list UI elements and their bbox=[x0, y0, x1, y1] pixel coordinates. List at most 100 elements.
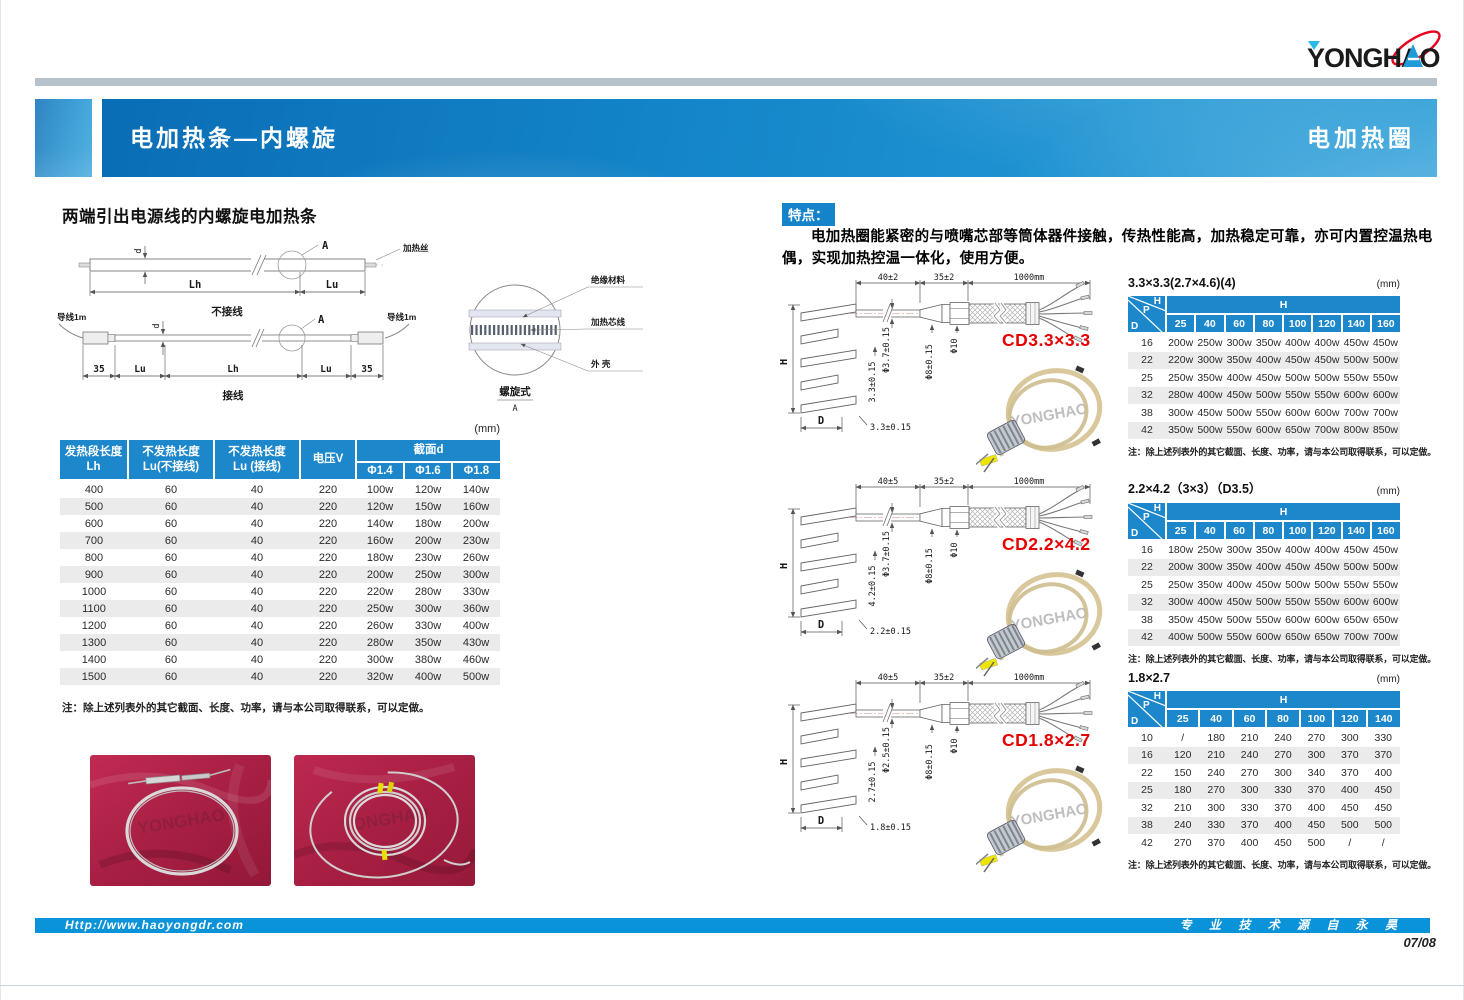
svg-text:Lu: Lu bbox=[134, 364, 145, 375]
svg-text:螺旋式: 螺旋式 bbox=[499, 385, 531, 398]
table-cell: 500w bbox=[1255, 389, 1281, 402]
table-cell: 300 bbox=[1240, 784, 1259, 797]
table-row: 38 350w 450w 500w 550w 600w 600w 650w 650w bbox=[1128, 611, 1400, 629]
table-cell: 650w bbox=[1314, 631, 1340, 644]
svg-text:Lh: Lh bbox=[189, 279, 202, 291]
svg-text:导线1m: 导线1m bbox=[57, 312, 87, 322]
table-cell: 250w bbox=[1168, 371, 1194, 384]
table-cell: 16 bbox=[1141, 543, 1153, 556]
product-photo: YONGHAO bbox=[294, 755, 475, 886]
table-cell: 330 bbox=[1207, 819, 1225, 832]
product-block: 40±2 35±2 1000mm Φ3.7±0.15 3.3±0.15 3.3±… bbox=[780, 270, 1440, 485]
svg-text:A: A bbox=[318, 314, 325, 326]
table-cell: 350w bbox=[1197, 578, 1223, 591]
table-title: 1.8×2.7 bbox=[1128, 671, 1171, 685]
table-cell: 550w bbox=[1314, 389, 1340, 402]
table-cell: 450w bbox=[1226, 389, 1252, 402]
table-cell: 10 bbox=[1141, 731, 1153, 744]
table-cell: 330w bbox=[462, 585, 490, 598]
svg-text:35: 35 bbox=[93, 364, 105, 375]
table-cell: 250w bbox=[1197, 543, 1223, 556]
page-number: 07/08 bbox=[1403, 935, 1436, 950]
table-cell: 1200 bbox=[81, 619, 107, 632]
table-cell: 1100 bbox=[82, 602, 106, 615]
table-cell: 450w bbox=[1197, 406, 1223, 419]
svg-text:Φ3.7±0.15: Φ3.7±0.15 bbox=[882, 327, 892, 373]
table-row: 900 60 40 220 200w 250w 300w bbox=[60, 566, 500, 583]
table-cell: 500w bbox=[1314, 578, 1340, 591]
table-cell: 60 bbox=[164, 483, 178, 496]
table-cell: 400w bbox=[1285, 543, 1311, 556]
table-cell: 400w bbox=[1255, 354, 1281, 367]
table-cell: 600w bbox=[1343, 596, 1369, 609]
column-header: Φ1.4 bbox=[355, 462, 405, 481]
table-cell: 800w bbox=[1343, 424, 1369, 437]
table-cell: 60 bbox=[164, 568, 178, 581]
table-cell: 500w bbox=[1372, 354, 1398, 367]
table-cell: 210 bbox=[1240, 731, 1259, 744]
table-cell: 370 bbox=[1207, 836, 1225, 849]
table-cell: 400w bbox=[1226, 578, 1252, 591]
table-cell: 40 bbox=[250, 483, 264, 496]
table-cell: 200w bbox=[1168, 336, 1194, 349]
svg-text:3.3±0.15: 3.3±0.15 bbox=[868, 362, 878, 403]
table-cell: 280w bbox=[414, 585, 442, 598]
column-header: 140 bbox=[1365, 708, 1400, 729]
table-cell: 460w bbox=[462, 653, 490, 666]
table-cell: 40 bbox=[250, 551, 264, 564]
table-cell: 260w bbox=[462, 551, 490, 564]
table-cell: 60 bbox=[164, 602, 178, 615]
table-cell: 450w bbox=[1372, 336, 1398, 349]
svg-text:D: D bbox=[818, 415, 824, 427]
column-header: 60 bbox=[1231, 708, 1268, 729]
table-cell: 150 bbox=[1173, 766, 1192, 779]
table-cell: 38 bbox=[1141, 613, 1153, 626]
footer-bar: Http://www.haoyongdr.com 专 业 技 术 源 自 永 昊 bbox=[35, 918, 1430, 933]
table-cell: 400 bbox=[1240, 836, 1259, 849]
table-cell: 240 bbox=[1274, 731, 1292, 744]
svg-text:1000mm: 1000mm bbox=[1014, 273, 1045, 283]
table-cell: 650w bbox=[1285, 424, 1311, 437]
table-cell: 300w bbox=[1197, 354, 1223, 367]
svg-text:Lh: Lh bbox=[227, 364, 238, 375]
svg-text:H: H bbox=[780, 563, 790, 569]
table-cell: 400 bbox=[1374, 766, 1393, 779]
table-row: 1400 60 40 220 300w 380w 460w bbox=[60, 651, 500, 668]
table-unit: (mm) bbox=[1376, 279, 1400, 290]
table-cell: 700w bbox=[1372, 631, 1398, 644]
sub-header-row: Φ1.4 Φ1.6 Φ1.8 bbox=[60, 462, 500, 481]
table-cell: 180 bbox=[1173, 784, 1192, 797]
table-cell: 600w bbox=[1372, 596, 1398, 609]
column-header: 80 bbox=[1252, 520, 1285, 541]
column-header: Φ1.8 bbox=[451, 462, 500, 481]
table-cell: 250w bbox=[366, 602, 394, 615]
logo-text: YONGHAO bbox=[1307, 43, 1440, 73]
table-cell: 400w bbox=[1226, 371, 1252, 384]
table-cell: 260w bbox=[366, 619, 394, 632]
column-header: 120 bbox=[1311, 313, 1343, 334]
table-cell: 32 bbox=[1141, 596, 1153, 609]
table-row: 42 400w 500w 550w 600w 650w 650w 700w 700w bbox=[1128, 628, 1400, 646]
svg-text:H: H bbox=[780, 359, 790, 365]
table-cell: 300 bbox=[1274, 766, 1292, 779]
website-url[interactable]: Http://www.haoyongdr.com bbox=[65, 918, 244, 932]
svg-text:40±5: 40±5 bbox=[878, 477, 898, 487]
svg-text:1000mm: 1000mm bbox=[1014, 673, 1045, 683]
svg-text:Φ2.5±0.15: Φ2.5±0.15 bbox=[882, 727, 892, 773]
table-cell: 700w bbox=[1314, 424, 1340, 437]
table-cell: 300w bbox=[1168, 596, 1194, 609]
table-cell: 450w bbox=[1314, 354, 1340, 367]
table-unit: (mm) bbox=[474, 423, 500, 435]
table-cell: 300w bbox=[1226, 543, 1252, 556]
table-cell: 350w bbox=[1168, 613, 1194, 626]
table-cell: 42 bbox=[1141, 424, 1153, 437]
table-cell: 240 bbox=[1207, 766, 1225, 779]
svg-text:YONGHAO: YONGHAO bbox=[1010, 604, 1090, 634]
table-cell: 180w bbox=[1168, 543, 1194, 556]
page-subtitle: 两端引出电源线的内螺旋电加热条 bbox=[62, 208, 317, 226]
product-photo: YONGHAO bbox=[976, 765, 1103, 873]
table-cell: 200w bbox=[366, 568, 394, 581]
svg-text:Φ10: Φ10 bbox=[950, 738, 960, 753]
svg-text:Lu: Lu bbox=[326, 279, 339, 291]
table-cell: 220 bbox=[318, 602, 338, 615]
